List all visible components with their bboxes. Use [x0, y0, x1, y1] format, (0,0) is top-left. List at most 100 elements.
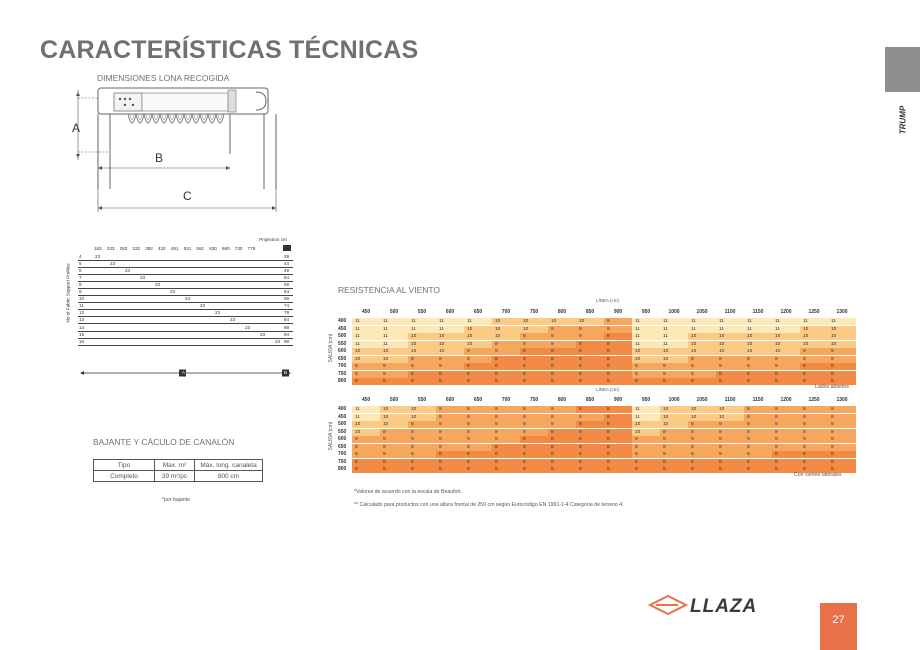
wind-closed-cell: 8 [576, 451, 604, 459]
wind-open-cell: 9 [380, 370, 408, 378]
wind-closed-cell: 9 [492, 406, 520, 414]
projection-col-183: 183 [94, 246, 102, 251]
wind-closed-cell: 9 [520, 428, 548, 436]
wind-closed-cell: 8 [576, 466, 604, 474]
wind-open-cell: 9 [436, 355, 464, 363]
wind-open-cell: 11 [380, 318, 408, 326]
wind-open-cell: 10 [380, 348, 408, 356]
wind-closed-cell: 9 [436, 406, 464, 414]
wind-open-cell: 8 [604, 370, 632, 378]
wind-open-row: 650 10 10 9 9 9 8 8 8 8 8 10 10 9 9 9 9 9 9 [338, 355, 856, 363]
wind-open-cell: 11 [352, 340, 380, 348]
wind-open-cell: 8 [604, 355, 632, 363]
wind-closed-col-950: 950 [641, 397, 651, 403]
projection-col-432: 432 [158, 246, 166, 251]
wind-open-cell: 10 [352, 355, 380, 363]
wind-closed-cell: 8 [772, 466, 800, 474]
projection-row-value: 23 [230, 317, 236, 323]
page-title: CARACTERÍSTICAS TÉCNICAS [40, 36, 419, 64]
projection-row-profiles: 13 [79, 317, 85, 323]
wind-open-row: 800 8 8 8 8 8 8 8 8 8 8 8 8 8 8 8 8 8 8 [338, 378, 856, 386]
wind-closed-cell: 8 [380, 458, 408, 466]
wind-closed-cell: 8 [492, 458, 520, 466]
wind-closed-row-label: 600 [338, 436, 347, 442]
projection-row-end: 79 [284, 310, 290, 316]
wind-open-col-1300: 1300 [836, 309, 848, 315]
wind-closed-cell: 9 [436, 443, 464, 451]
wind-open-cell: 10 [492, 333, 520, 341]
wind-closed-cell: 9 [380, 428, 408, 436]
wind-open-cell: 10 [436, 333, 464, 341]
llaza-logo-icon [648, 594, 688, 616]
wind-open-cell: 9 [548, 333, 576, 341]
wind-open-col-950: 950 [641, 309, 651, 315]
wind-open-cell: 10 [744, 340, 772, 348]
wind-open-cell: 9 [800, 348, 828, 356]
wind-open-row-label: 750 [338, 370, 347, 377]
wind-closed-cell: 8 [436, 451, 464, 459]
wind-open-cell: 8 [548, 348, 576, 356]
wind-open-cell: 10 [716, 348, 744, 356]
wind-open-cell: 11 [632, 325, 660, 333]
wind-open-row-label: 450 [338, 325, 347, 332]
wind-closed-cell: 11 [632, 406, 660, 414]
wind-open-cell: 9 [408, 355, 436, 363]
wind-closed-cell: 9 [632, 451, 660, 459]
wind-open-cell: 10 [688, 340, 716, 348]
wind-open-cell: 9 [744, 355, 772, 363]
wind-open-cell: 10 [632, 355, 660, 363]
wind-closed-cell: 10 [380, 421, 408, 429]
projection-row-end: 64 [284, 289, 290, 295]
wind-open-cell: 9 [380, 363, 408, 371]
wind-open-col-1000: 1000 [668, 309, 680, 315]
projection-row-value: 23 [275, 338, 281, 344]
wind-closed-row-label: 400 [338, 406, 347, 412]
wind-closed-cell: 8 [464, 466, 492, 474]
wind-closed-cell: 9 [772, 421, 800, 429]
salida-label-wrap-1: SALIDA (cm) [326, 318, 336, 378]
wind-closed-col-600: 600 [445, 397, 455, 403]
wind-open-cell: 8 [828, 363, 856, 371]
canal-header-long: Máx. long. canaleta [194, 459, 263, 471]
projection-row-profiles: 14 [79, 324, 85, 330]
wind-open-cell: 8 [436, 378, 464, 386]
wind-closed-cell: 8 [744, 458, 772, 466]
wind-open-cell: 8 [492, 355, 520, 363]
wind-closed-cell: 9 [492, 413, 520, 421]
wind-open-cell: 8 [688, 378, 716, 386]
wind-open-col-700: 700 [501, 309, 511, 315]
wind-closed-cell: 9 [828, 428, 856, 436]
wind-open-row-label: 600 [338, 348, 347, 354]
wind-closed-cell: 8 [548, 428, 576, 436]
wind-closed-cell: 9 [800, 428, 828, 436]
wind-closed-cell: 9 [828, 413, 856, 421]
wind-open-row-label: 800 [338, 378, 347, 384]
wind-open-cell: 8 [576, 340, 604, 348]
wind-closed-row: 800 8 8 8 8 8 8 8 8 8 8 8 8 8 8 8 8 8 8 [338, 466, 856, 474]
projection-row-end: 54 [284, 275, 290, 281]
wind-closed-cell: 8 [828, 451, 856, 459]
projection-col-680: 680 [222, 246, 230, 251]
wind-closed-cell: 10 [660, 421, 688, 429]
wind-closed-row: 600 9 9 9 9 9 9 8 8 8 8 9 9 9 9 9 9 9 9 [338, 436, 856, 444]
wind-open-cell: 8 [492, 363, 520, 371]
projection-row-profiles: 10 [79, 296, 85, 302]
wind-closed-row-label: 550 [338, 428, 347, 435]
wind-open-cell: 10 [772, 333, 800, 341]
wind-open-cell: 9 [688, 370, 716, 378]
wind-closed-cell: 10 [716, 406, 744, 414]
wind-closed-col-750: 750 [529, 397, 539, 403]
wind-closed-cell: 10 [660, 413, 688, 421]
wind-open-row: 550 11 11 10 10 10 9 9 9 8 8 11 11 10 10 10 10 10 10 [338, 340, 856, 348]
projection-row-value: 23 [110, 261, 116, 267]
projection-row-value: 23 [155, 282, 161, 288]
wind-closed-cell: 9 [744, 428, 772, 436]
wind-open-cell: 9 [548, 325, 576, 333]
wind-open-cell: 9 [800, 355, 828, 363]
wind-open-cell: 11 [380, 325, 408, 333]
canal-cell-max: 39 m²/pc [154, 470, 195, 482]
wind-closed-cell: 11 [632, 413, 660, 421]
wind-open-cell: 8 [800, 378, 828, 386]
wind-open-cell: 9 [660, 363, 688, 371]
wind-open-cell: 11 [744, 318, 772, 326]
